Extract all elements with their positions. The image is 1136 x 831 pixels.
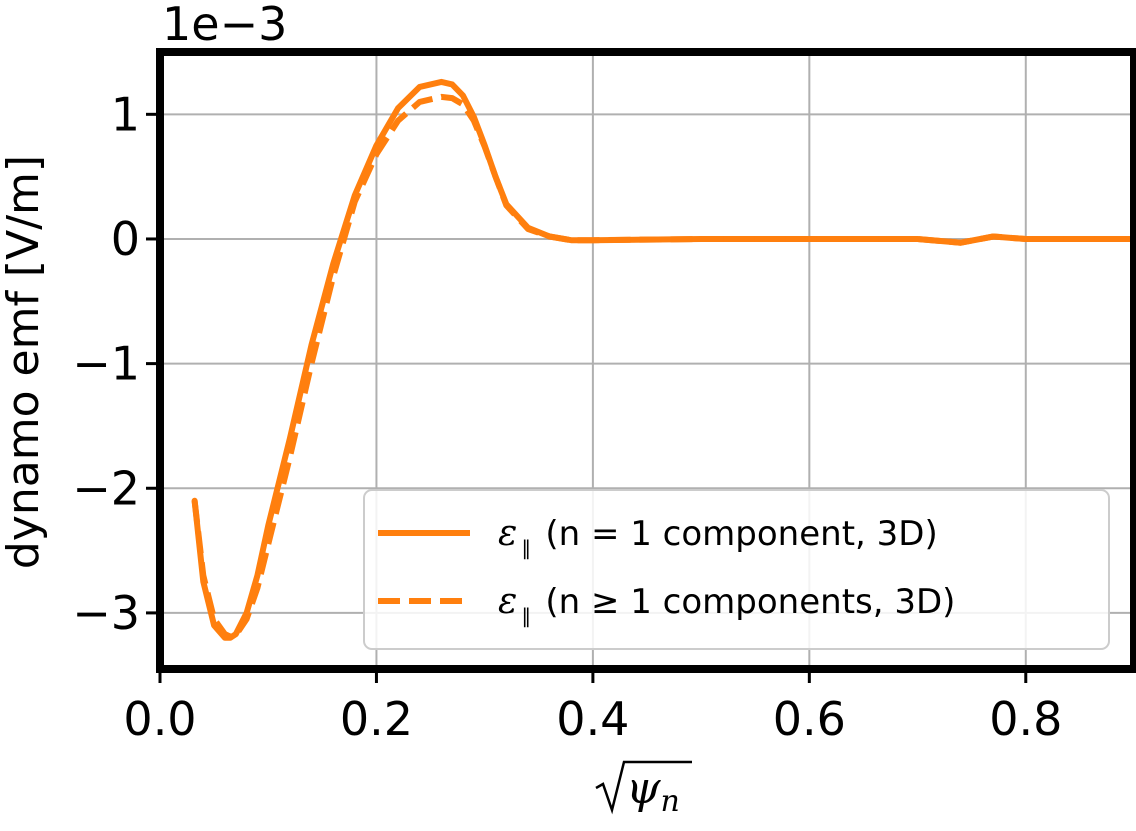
plot-frame <box>156 48 1136 673</box>
y-tick-label: −2 <box>72 461 140 515</box>
y-offset-label: 1e−3 <box>162 0 287 51</box>
y-tick-label: 1 <box>111 87 140 141</box>
y-axis: −3 −2 −1 0 1 <box>72 87 156 640</box>
x-tick-label: 0.4 <box>556 692 629 746</box>
x-tick-label: 0.2 <box>340 692 413 746</box>
y-tick-label: 0 <box>111 212 140 266</box>
legend-label-2: ε ∥ (n ≥ 1 components, 3D) <box>498 581 955 628</box>
series-line-2 <box>191 93 1134 640</box>
x-axis-title-text: ψn <box>626 763 680 819</box>
legend-box <box>363 489 1110 650</box>
legend-label-1: ε ∥ (n = 1 component, 3D) <box>498 513 938 560</box>
x-tick-label: 0.6 <box>773 692 846 746</box>
x-axis-title: ψn <box>595 760 692 819</box>
series-group <box>191 78 1136 641</box>
y-tick-label: −3 <box>72 586 140 640</box>
legend: ε ∥ (n = 1 component, 3D) ε ∥ (n ≥ 1 componen… <box>363 489 1110 650</box>
x-axis: 0.0 0.2 0.4 0.6 0.8 <box>123 673 1062 746</box>
x-tick-label: 0.8 <box>989 692 1062 746</box>
x-tick-label: 0.0 <box>123 692 196 746</box>
y-axis-title: dynamo emf [V/m] <box>0 155 49 569</box>
y-tick-label: −1 <box>72 337 140 391</box>
